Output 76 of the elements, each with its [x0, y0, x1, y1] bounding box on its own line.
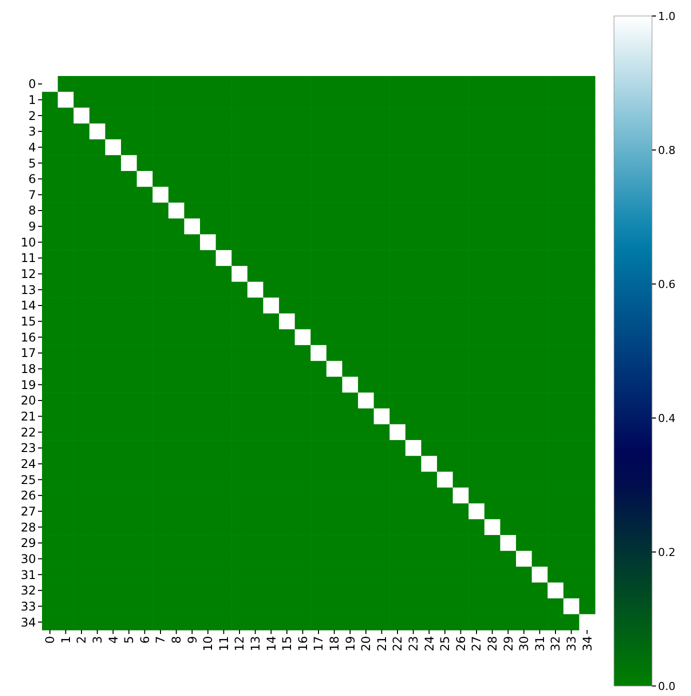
x-tick-label: 6 [138, 636, 152, 644]
x-tick-label: 20 [359, 636, 374, 652]
y-tick-label: 28 [20, 520, 36, 534]
x-tick-label: 22 [390, 636, 405, 652]
y-tick-label: 20 [20, 394, 36, 408]
y-tick-label: 2 [28, 108, 36, 123]
y-tick-label: 27 [20, 504, 36, 518]
x-tick-label: 23 [406, 636, 420, 652]
y-tick-label: 19 [20, 378, 36, 392]
x-tick-label: 5 [122, 636, 136, 644]
y-tick-label: 6 [28, 172, 36, 186]
x-tick-label: 12 [232, 636, 247, 652]
y-tick-label: 18 [20, 362, 36, 376]
color-bar-label: 0.2 [658, 546, 676, 559]
y-tick-label: 17 [20, 346, 36, 360]
x-tick-label: 15 [280, 636, 294, 652]
y-tick-label: 21 [20, 410, 36, 424]
y-tick-label: 9 [28, 220, 36, 234]
x-tick-label: 28 [486, 636, 500, 652]
y-tick-label: 7 [28, 188, 36, 202]
x-tick-label: 0 [43, 636, 58, 644]
x-tick-label: 14 [264, 636, 278, 652]
x-tick-label: 29 [501, 636, 516, 652]
x-tick-label: 27 [470, 636, 484, 652]
y-tick-label: 3 [28, 124, 36, 139]
x-tick-label: 30 [517, 636, 532, 652]
x-tick-label: 4 [106, 636, 120, 644]
x-tick-label: 34 [580, 636, 594, 652]
y-tick-label: 1 [28, 92, 36, 107]
y-tick-label: 23 [20, 441, 36, 456]
x-tick-label: 1 [58, 636, 73, 644]
y-tick-label: 24 [20, 457, 36, 471]
x-tick-label: 11 [216, 636, 231, 652]
x-tick-label: 21 [374, 636, 389, 652]
x-tick-label: 3 [90, 636, 104, 644]
x-tick-label: 25 [438, 636, 452, 652]
x-tick-label: 17 [312, 636, 326, 652]
y-tick-label: 5 [28, 156, 36, 170]
y-tick-label: 4 [28, 140, 36, 154]
y-tick-label: 13 [20, 282, 36, 297]
y-tick-label: 32 [20, 584, 36, 598]
x-tick-label: 13 [248, 636, 262, 652]
x-tick-label: 2 [74, 636, 89, 644]
x-tick-label: 26 [454, 636, 468, 652]
y-tick-label: 11 [20, 251, 36, 266]
y-tick-label: 10 [20, 235, 36, 250]
y-tick-label: 0 [28, 77, 36, 92]
x-tick-label: 31 [532, 636, 547, 652]
y-tick-label: 26 [20, 488, 36, 503]
x-tick-label: 24 [422, 636, 436, 652]
x-tick-label: 10 [201, 636, 216, 652]
x-tick-label: 18 [328, 636, 342, 652]
x-tick-label: 33 [564, 636, 578, 652]
x-tick-label: 9 [185, 636, 200, 644]
y-tick-label: 14 [20, 298, 36, 313]
y-tick-label: 12 [20, 267, 36, 282]
y-tick-label: 34 [20, 615, 36, 630]
y-tick-label: 29 [20, 536, 36, 550]
y-tick-label: 31 [20, 568, 36, 582]
color-bar-label: 0.8 [658, 144, 676, 157]
y-tick-label: 22 [20, 425, 36, 440]
color-bar-label: 0.4 [658, 412, 676, 425]
color-bar-label: 0.0 [658, 680, 676, 693]
x-tick-label: 32 [548, 636, 563, 652]
x-tick-label: 16 [296, 636, 310, 652]
color-bar-label: 1.0 [658, 10, 676, 23]
color-bar-label: 0.6 [658, 278, 676, 291]
y-tick-label: 33 [20, 599, 36, 614]
y-tick-label: 15 [20, 314, 36, 329]
y-tick-label: 30 [20, 552, 36, 566]
y-tick-label: 25 [20, 472, 36, 487]
x-tick-label: 19 [343, 636, 358, 652]
y-tick-label: 16 [20, 330, 36, 344]
y-tick-label: 8 [28, 204, 36, 218]
x-tick-label: 7 [154, 636, 168, 644]
x-tick-label: 8 [170, 636, 184, 644]
